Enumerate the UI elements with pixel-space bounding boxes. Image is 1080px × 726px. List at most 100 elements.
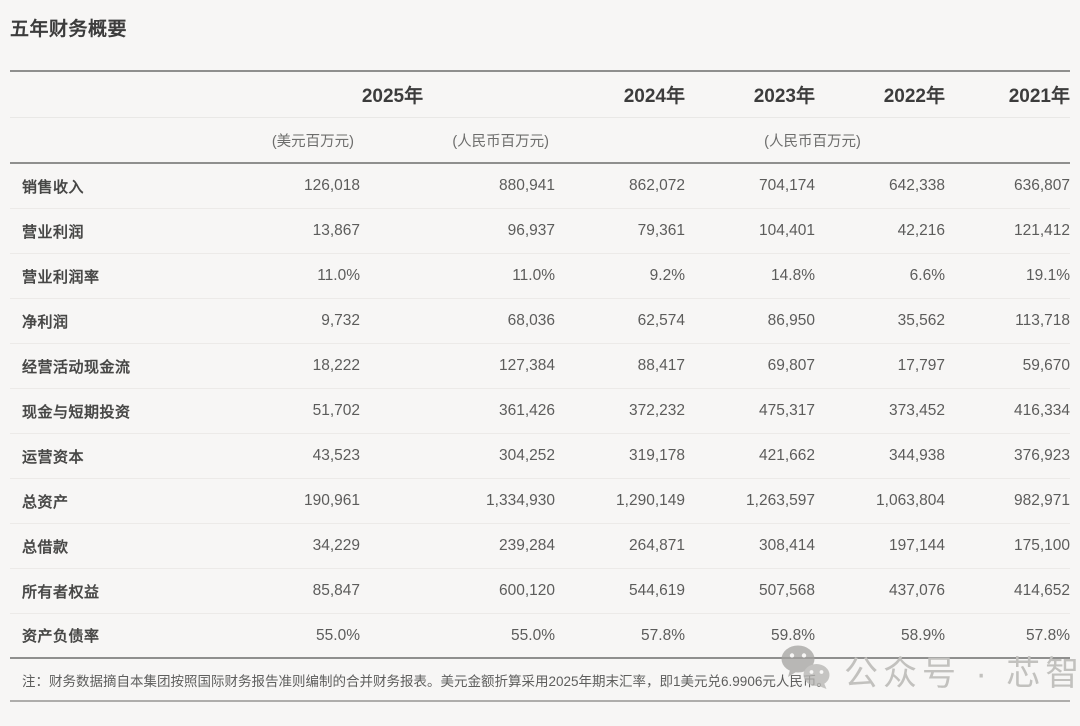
value-cell: 704,174 xyxy=(758,177,815,194)
value-cell: 1,263,597 xyxy=(746,492,815,509)
table-row-operating-margin: 营业利润率 11.0% 11.0% 9.2% 14.8% 6.6% 19.1% xyxy=(10,254,1070,299)
value-cell: 11.0% xyxy=(317,267,360,284)
value-cell: 373,452 xyxy=(888,402,945,419)
year-header-2021: 2021年 xyxy=(1008,86,1070,107)
value-cell: 361,426 xyxy=(498,402,555,419)
table-row-debt-ratio: 资产负债率 55.0% 55.0% 57.8% 59.8% 58.9% 57.8… xyxy=(10,614,1070,659)
value-cell: 862,072 xyxy=(628,177,685,194)
value-cell: 68,036 xyxy=(507,312,555,329)
row-label: 运营资本 xyxy=(22,448,85,466)
value-cell: 59,670 xyxy=(1022,357,1070,374)
value-cell: 376,923 xyxy=(1013,447,1070,464)
year-header-2022: 2022年 xyxy=(883,86,945,107)
value-cell: 507,568 xyxy=(758,582,815,599)
footnote-text: 注：财务数据摘自本集团按照国际财务报告准则编制的合并财务报表。美元金额折算采用2… xyxy=(22,673,830,689)
value-cell: 127,384 xyxy=(498,357,555,374)
row-label: 现金与短期投资 xyxy=(22,403,131,421)
value-cell: 35,562 xyxy=(897,312,945,329)
value-cell: 42,216 xyxy=(897,222,945,239)
value-cell: 96,937 xyxy=(507,222,555,239)
table-row-working-capital: 运营资本 43,523 304,252 319,178 421,662 344,… xyxy=(10,434,1070,479)
row-label: 资产负债率 xyxy=(22,628,100,645)
unit-header-rmb-prior-years: (人民币百万元) xyxy=(764,133,861,150)
value-cell: 55.0% xyxy=(511,626,555,644)
value-cell: 880,941 xyxy=(498,177,555,194)
row-label: 经营活动现金流 xyxy=(22,358,131,376)
value-cell: 86,950 xyxy=(767,312,815,329)
row-label: 营业利润 xyxy=(22,223,85,241)
value-cell: 57.8% xyxy=(641,626,685,644)
page-title: 五年财务概要 xyxy=(10,19,128,40)
value-cell: 414,652 xyxy=(1013,582,1070,599)
value-cell: 344,938 xyxy=(888,447,945,464)
value-cell: 55.0% xyxy=(316,626,360,644)
value-cell: 43,523 xyxy=(312,447,360,464)
value-cell: 416,334 xyxy=(1013,402,1070,419)
value-cell: 982,971 xyxy=(1013,492,1070,509)
value-cell: 319,178 xyxy=(628,447,685,464)
value-cell: 304,252 xyxy=(498,447,555,464)
value-cell: 197,144 xyxy=(888,537,945,554)
value-cell: 372,232 xyxy=(628,402,685,419)
table-row-sales-revenue: 销售收入 126,018 880,941 862,072 704,174 642… xyxy=(10,164,1070,209)
row-label: 所有者权益 xyxy=(22,583,100,601)
value-cell: 437,076 xyxy=(888,582,945,599)
value-cell: 1,063,804 xyxy=(876,492,945,509)
row-label: 总资产 xyxy=(22,493,69,511)
unit-header-rmb-2025: (人民币百万元) xyxy=(452,133,549,150)
value-cell: 34,229 xyxy=(312,537,360,554)
value-cell: 88,417 xyxy=(637,357,685,374)
table-row-total-borrowings: 总借款 34,229 239,284 264,871 308,414 197,1… xyxy=(10,524,1070,569)
row-label: 销售收入 xyxy=(22,178,85,196)
value-cell: 9.2% xyxy=(649,267,685,284)
unit-header-usd: (美元百万元) xyxy=(271,133,354,150)
value-cell: 642,338 xyxy=(888,177,945,194)
footnote-row: 注：财务数据摘自本集团按照国际财务报告准则编制的合并财务报表。美元金额折算采用2… xyxy=(10,659,1070,702)
value-cell: 51,702 xyxy=(312,402,360,419)
value-cell: 6.6% xyxy=(909,267,945,284)
value-cell: 19.1% xyxy=(1026,267,1070,284)
value-cell: 421,662 xyxy=(758,447,815,464)
value-cell: 308,414 xyxy=(758,537,815,554)
value-cell: 62,574 xyxy=(637,312,685,329)
value-cell: 79,361 xyxy=(637,222,685,239)
table-row-net-profit: 净利润 9,732 68,036 62,574 86,950 35,562 11… xyxy=(10,299,1070,344)
value-cell: 264,871 xyxy=(628,537,685,554)
table-row-cash-short-term-investments: 现金与短期投资 51,702 361,426 372,232 475,317 3… xyxy=(10,389,1070,434)
unit-header-row: (美元百万元) (人民币百万元) (人民币百万元) xyxy=(10,118,1070,164)
table-row-total-assets: 总资产 190,961 1,334,930 1,290,149 1,263,59… xyxy=(10,479,1070,524)
value-cell: 121,412 xyxy=(1013,222,1070,239)
value-cell: 18,222 xyxy=(312,357,360,374)
value-cell: 636,807 xyxy=(1013,177,1070,194)
value-cell: 544,619 xyxy=(628,582,685,599)
value-cell: 475,317 xyxy=(758,402,815,419)
value-cell: 9,732 xyxy=(321,312,360,329)
year-header-row: 2025年 2024年 2023年 2022年 2021年 xyxy=(10,70,1070,118)
table-row-operating-profit: 营业利润 13,867 96,937 79,361 104,401 42,216… xyxy=(10,209,1070,254)
value-cell: 14.8% xyxy=(771,267,815,284)
value-cell: 126,018 xyxy=(303,177,360,194)
row-label: 净利润 xyxy=(22,313,69,331)
value-cell: 600,120 xyxy=(498,582,555,599)
value-cell: 58.9% xyxy=(901,626,945,644)
year-header-2023: 2023年 xyxy=(753,86,815,107)
value-cell: 85,847 xyxy=(312,582,360,599)
value-cell: 69,807 xyxy=(767,357,815,374)
row-label: 营业利润率 xyxy=(22,268,100,286)
value-cell: 190,961 xyxy=(303,492,360,509)
value-cell: 239,284 xyxy=(498,537,555,554)
value-cell: 17,797 xyxy=(897,357,945,374)
value-cell: 11.0% xyxy=(512,267,555,284)
table-row-operating-cash-flow: 经营活动现金流 18,222 127,384 88,417 69,807 17,… xyxy=(10,344,1070,389)
value-cell: 104,401 xyxy=(758,222,815,239)
five-year-financial-table: 2025年 2024年 2023年 2022年 2021年 (美元百万元) (人… xyxy=(10,70,1070,702)
value-cell: 1,290,149 xyxy=(616,492,685,509)
year-header-2025: 2025年 xyxy=(361,86,424,107)
value-cell: 113,718 xyxy=(1015,312,1070,329)
value-cell: 1,334,930 xyxy=(486,492,555,509)
value-cell: 59.8% xyxy=(771,626,815,644)
table-row-owners-equity: 所有者权益 85,847 600,120 544,619 507,568 437… xyxy=(10,569,1070,614)
row-label: 总借款 xyxy=(22,538,69,556)
value-cell: 13,867 xyxy=(312,222,360,239)
